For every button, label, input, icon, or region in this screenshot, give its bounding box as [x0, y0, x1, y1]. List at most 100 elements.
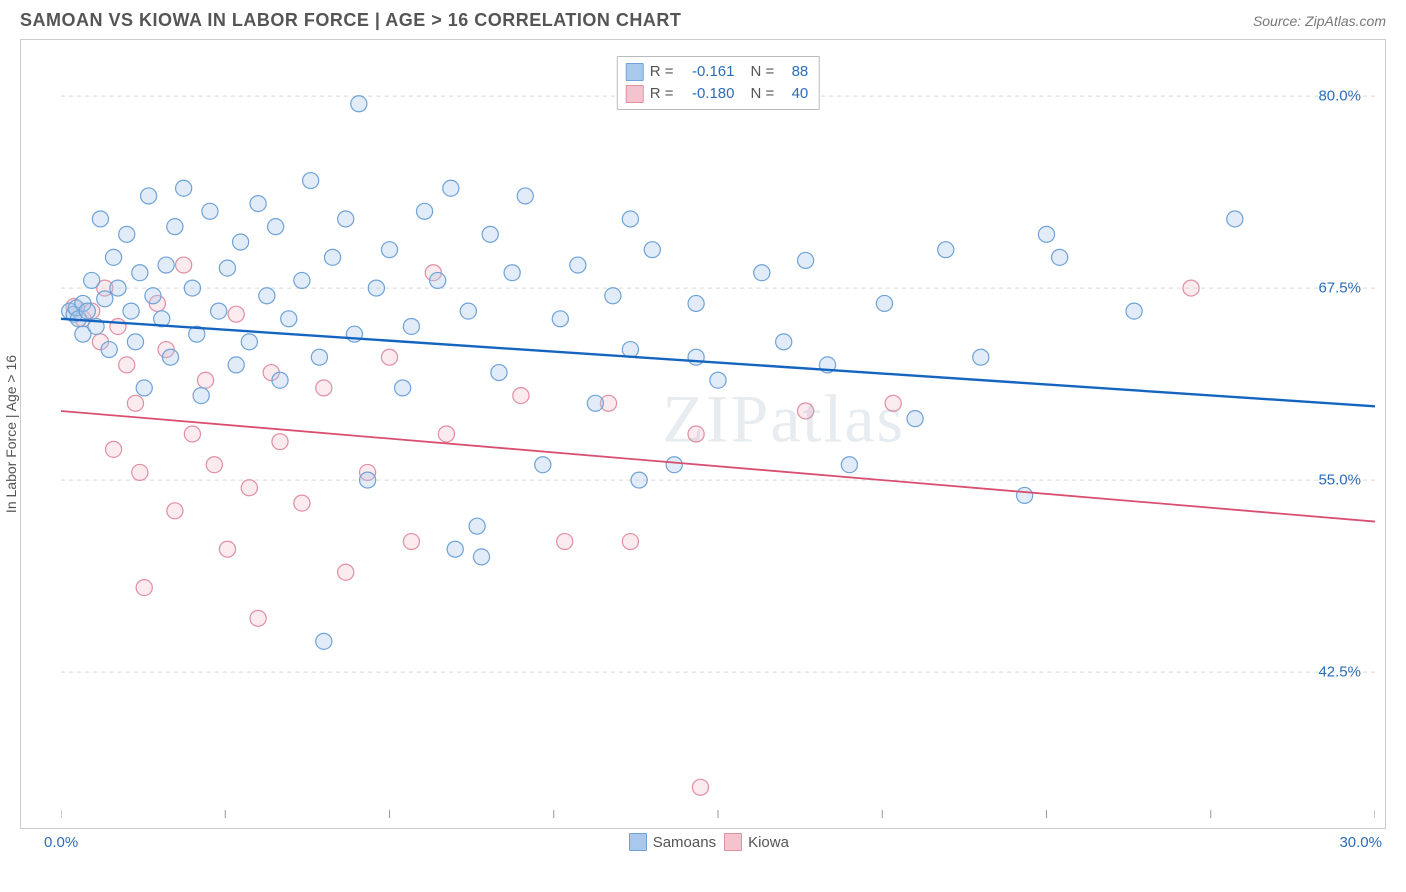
samoans-point: [119, 226, 135, 242]
legend-label: Kiowa: [748, 834, 789, 851]
samoans-point: [587, 395, 603, 411]
chart-title: SAMOAN VS KIOWA IN LABOR FORCE | AGE > 1…: [20, 10, 681, 31]
samoans-point: [469, 518, 485, 534]
samoans-point: [184, 280, 200, 296]
samoans-point: [1017, 487, 1033, 503]
samoans-point: [482, 226, 498, 242]
y-tick-label: 67.5%: [1318, 280, 1361, 297]
samoans-point: [228, 357, 244, 373]
kiowa-point: [1183, 280, 1199, 296]
x-axis-max-label: 30.0%: [1339, 834, 1382, 851]
legend-swatch: [626, 63, 644, 81]
samoans-point: [688, 295, 704, 311]
legend-r-value: -0.180: [680, 83, 735, 105]
legend-n-label: N =: [751, 61, 775, 83]
samoans-point: [316, 633, 332, 649]
kiowa-point: [241, 480, 257, 496]
samoans-point: [622, 342, 638, 358]
samoans-point: [110, 280, 126, 296]
kiowa-point: [403, 534, 419, 550]
samoans-point: [1227, 211, 1243, 227]
samoans-point: [123, 303, 139, 319]
samoans-point: [105, 249, 121, 265]
kiowa-point: [294, 495, 310, 511]
samoans-point: [443, 180, 459, 196]
samoans-point: [381, 242, 397, 258]
samoans-point: [666, 457, 682, 473]
y-tick-label: 42.5%: [1318, 664, 1361, 681]
legend-n-value: 40: [780, 83, 808, 105]
kiowa-point: [197, 372, 213, 388]
samoans-point: [605, 288, 621, 304]
samoans-point: [193, 388, 209, 404]
samoans-regression-line: [61, 319, 1375, 407]
kiowa-point: [381, 349, 397, 365]
samoans-point: [97, 291, 113, 307]
kiowa-point: [250, 610, 266, 626]
samoans-point: [907, 411, 923, 427]
samoans-point: [688, 349, 704, 365]
samoans-point: [754, 265, 770, 281]
kiowa-point: [105, 441, 121, 457]
samoans-point: [1038, 226, 1054, 242]
samoans-point: [127, 334, 143, 350]
kiowa-point: [132, 464, 148, 480]
samoans-point: [447, 541, 463, 557]
samoans-point: [145, 288, 161, 304]
legend-r-label: R =: [650, 83, 674, 105]
series-legend: SamoansKiowa: [629, 833, 789, 851]
kiowa-regression-line: [61, 411, 1375, 522]
samoans-point: [338, 211, 354, 227]
samoans-point: [167, 219, 183, 235]
kiowa-point: [206, 457, 222, 473]
samoans-point: [938, 242, 954, 258]
chart-footer: 0.0% SamoansKiowa 30.0%: [0, 829, 1406, 851]
legend-r-label: R =: [650, 61, 674, 83]
samoans-point: [202, 203, 218, 219]
legend-stats-box: R = -0.161 N =88R = -0.180 N =40: [617, 56, 820, 110]
kiowa-point: [622, 534, 638, 550]
kiowa-point: [119, 357, 135, 373]
kiowa-point: [127, 395, 143, 411]
samoans-point: [876, 295, 892, 311]
samoans-point: [79, 303, 95, 319]
chart-source: Source: ZipAtlas.com: [1253, 13, 1386, 29]
samoans-point: [232, 234, 248, 250]
legend-n-value: 88: [780, 61, 808, 83]
samoans-point: [101, 342, 117, 358]
kiowa-point: [136, 580, 152, 596]
chart-container: In Labor Force | Age > 16 42.5%55.0%67.5…: [20, 39, 1386, 829]
samoans-point: [219, 260, 235, 276]
kiowa-point: [228, 306, 244, 322]
samoans-point: [403, 319, 419, 335]
samoans-point: [841, 457, 857, 473]
kiowa-point: [316, 380, 332, 396]
plot-area: 42.5%55.0%67.5%80.0% ZIPatlas R =-0.161N…: [61, 50, 1375, 818]
samoans-point: [430, 272, 446, 288]
legend-swatch: [629, 833, 647, 851]
samoans-point: [1126, 303, 1142, 319]
samoans-point: [776, 334, 792, 350]
kiowa-point: [272, 434, 288, 450]
samoans-point: [395, 380, 411, 396]
samoans-point: [368, 280, 384, 296]
y-axis-label: In Labor Force | Age > 16: [3, 355, 19, 513]
samoans-point: [1052, 249, 1068, 265]
samoans-point: [798, 252, 814, 268]
samoans-point: [416, 203, 432, 219]
samoans-point: [294, 272, 310, 288]
kiowa-point: [167, 503, 183, 519]
samoans-point: [622, 211, 638, 227]
kiowa-point: [513, 388, 529, 404]
legend-stats-row-samoans: R = -0.161 N =88: [626, 61, 809, 83]
samoans-point: [132, 265, 148, 281]
samoans-point: [460, 303, 476, 319]
kiowa-point: [557, 534, 573, 550]
samoans-point: [973, 349, 989, 365]
y-tick-label: 55.0%: [1318, 472, 1361, 489]
scatter-plot-svg: [61, 50, 1375, 818]
kiowa-point: [692, 779, 708, 795]
samoans-point: [631, 472, 647, 488]
kiowa-point: [338, 564, 354, 580]
legend-r-value: -0.161: [680, 61, 735, 83]
